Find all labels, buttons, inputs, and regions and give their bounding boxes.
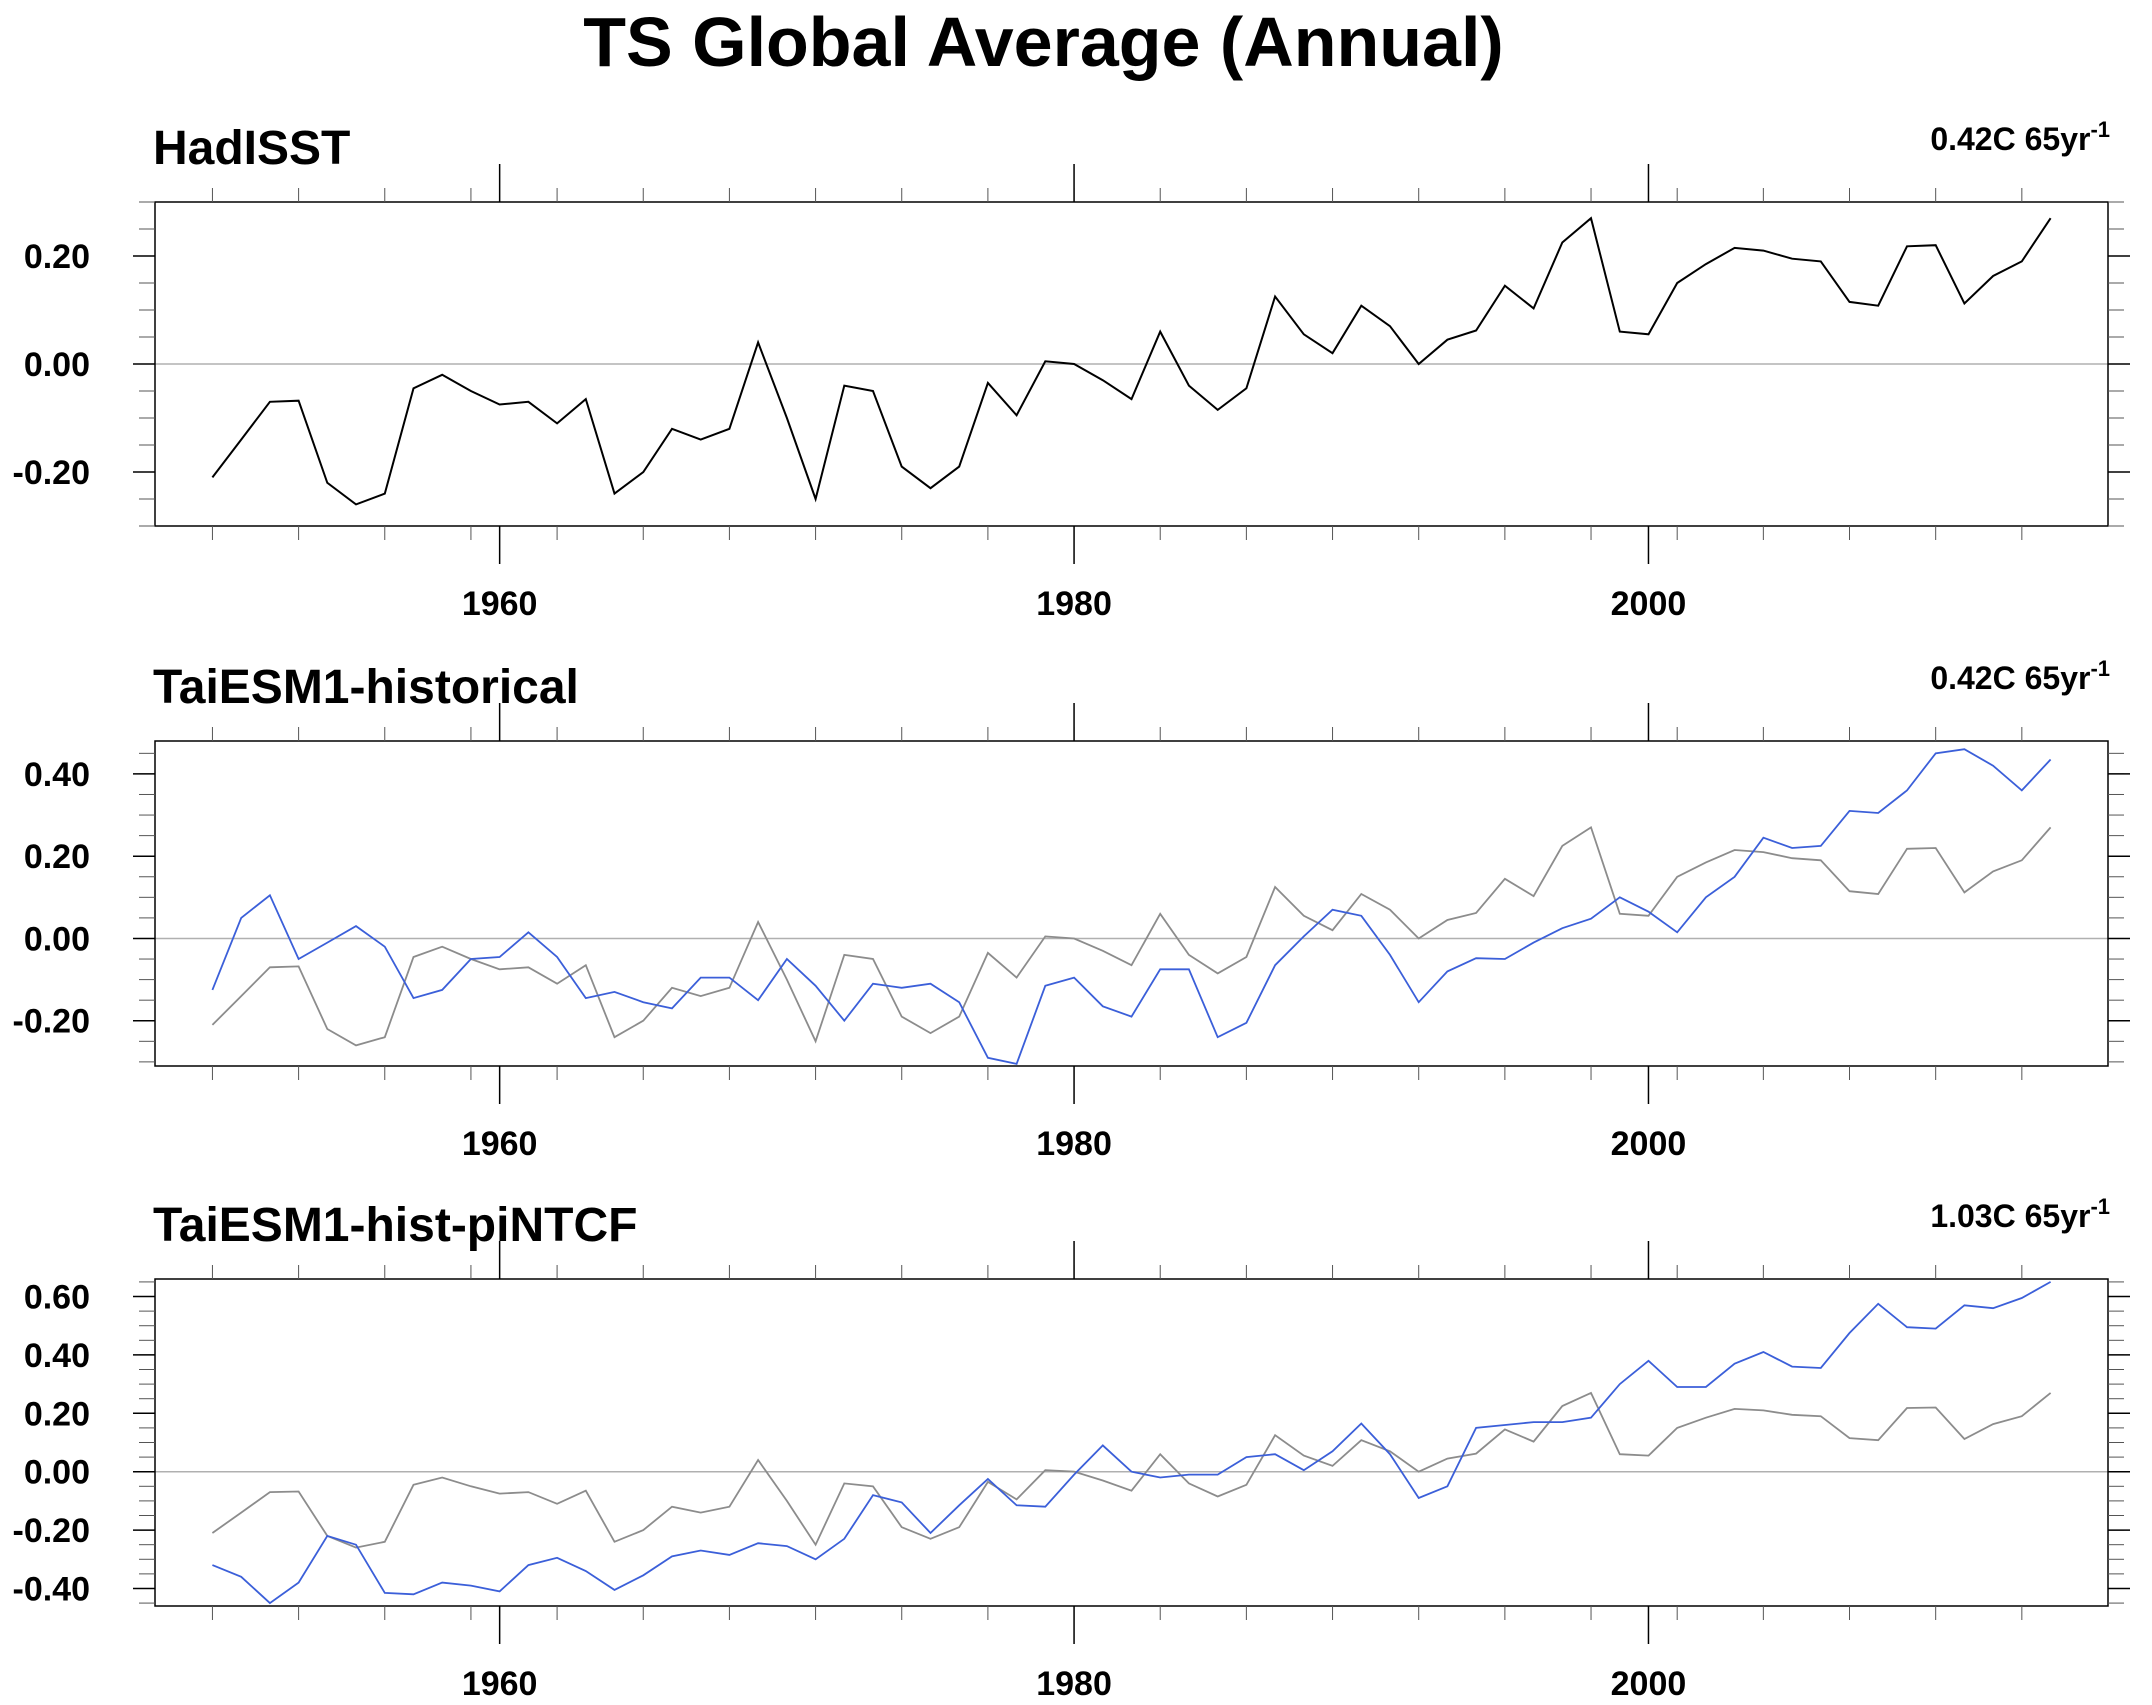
panel-2: TaiESM1-historical 0.42C 65yr-1 -0.20 0.00 0… — [13, 656, 2130, 1163]
y-tick-label: 0.60 — [24, 1279, 90, 1317]
x-tick-label: 1960 — [462, 1125, 538, 1163]
figure-title: TS Global Average (Annual) — [583, 3, 1504, 81]
x-tick-label: 2000 — [1611, 1665, 1687, 1703]
series-line-observed-overlay — [211, 1391, 2052, 1549]
plot-frame — [154, 1278, 2109, 1607]
trend-label: 1.03C 65yr-1 — [1930, 1194, 2110, 1234]
y-tick-label: 0.40 — [24, 756, 90, 794]
y-tick-label: -0.20 — [13, 454, 91, 492]
series-line-observed-overlay — [211, 826, 2052, 1047]
y-tick-label: 0.20 — [24, 838, 90, 876]
x-tick-label: 2000 — [1611, 1125, 1687, 1163]
trend-label: 0.42C 65yr-1 — [1930, 656, 2110, 696]
panel-1: HadISST 0.42C 65yr-1 -0.20 0.00 0.20 1960 1980… — [13, 117, 2130, 623]
x-tick-label: 1980 — [1036, 585, 1112, 623]
x-tick-label: 1960 — [462, 585, 538, 623]
y-tick-label: 0.00 — [24, 920, 90, 958]
panel-title: TaiESM1-hist-piNTCF — [153, 1199, 637, 1252]
plot-frame — [154, 740, 2109, 1067]
panel-title: HadISST — [153, 122, 350, 175]
y-tick-label: 0.20 — [24, 1395, 90, 1433]
x-tick-label: 2000 — [1611, 585, 1687, 623]
panel-3: TaiESM1-hist-piNTCF 1.03C 65yr-1 -0.40 -0.2… — [13, 1194, 2130, 1703]
series-line-model — [212, 1281, 2052, 1605]
y-tick-label: 0.20 — [24, 238, 90, 276]
trend-label: 0.42C 65yr-1 — [1930, 117, 2110, 157]
y-tick-label: 0.00 — [24, 1454, 90, 1492]
x-tick-label: 1980 — [1036, 1665, 1112, 1703]
series-line-observed — [211, 216, 2052, 506]
y-tick-label: -0.20 — [13, 1512, 91, 1550]
y-tick-label: 0.40 — [24, 1337, 90, 1375]
y-tick-label: -0.20 — [13, 1003, 91, 1041]
panel-title: TaiESM1-historical — [153, 661, 579, 714]
y-tick-label: -0.40 — [13, 1570, 91, 1608]
series-line-model — [211, 748, 2052, 1065]
y-tick-label: 0.00 — [24, 346, 90, 384]
x-tick-label: 1980 — [1036, 1125, 1112, 1163]
x-tick-label: 1960 — [462, 1665, 538, 1703]
